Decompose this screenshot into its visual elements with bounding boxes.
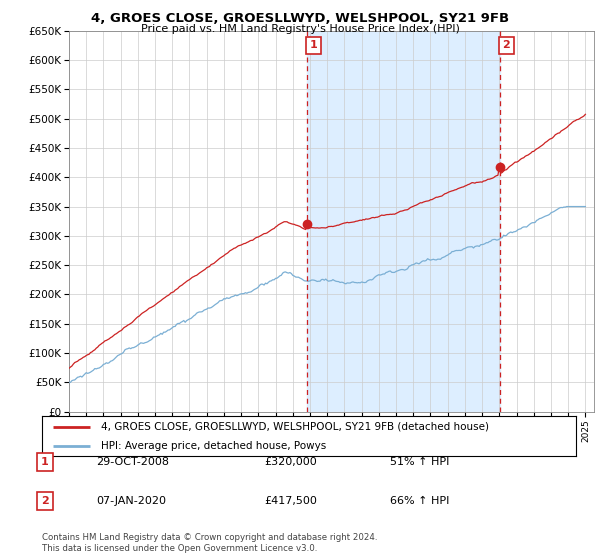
Text: 2: 2 bbox=[503, 40, 511, 50]
Text: 1: 1 bbox=[310, 40, 317, 50]
Text: 07-JAN-2020: 07-JAN-2020 bbox=[96, 496, 166, 506]
Text: 1: 1 bbox=[41, 457, 49, 467]
Bar bbox=[307, 31, 500, 412]
Text: Price paid vs. HM Land Registry's House Price Index (HPI): Price paid vs. HM Land Registry's House … bbox=[140, 24, 460, 34]
Text: £320,000: £320,000 bbox=[264, 457, 317, 467]
Text: 51% ↑ HPI: 51% ↑ HPI bbox=[390, 457, 449, 467]
Text: 2: 2 bbox=[41, 496, 49, 506]
Text: £417,500: £417,500 bbox=[264, 496, 317, 506]
Text: 66% ↑ HPI: 66% ↑ HPI bbox=[390, 496, 449, 506]
Text: 4, GROES CLOSE, GROESLLWYD, WELSHPOOL, SY21 9FB: 4, GROES CLOSE, GROESLLWYD, WELSHPOOL, S… bbox=[91, 12, 509, 25]
Text: 29-OCT-2008: 29-OCT-2008 bbox=[96, 457, 169, 467]
Text: HPI: Average price, detached house, Powys: HPI: Average price, detached house, Powy… bbox=[101, 441, 326, 450]
Text: Contains HM Land Registry data © Crown copyright and database right 2024.
This d: Contains HM Land Registry data © Crown c… bbox=[42, 533, 377, 553]
Text: 4, GROES CLOSE, GROESLLWYD, WELSHPOOL, SY21 9FB (detached house): 4, GROES CLOSE, GROESLLWYD, WELSHPOOL, S… bbox=[101, 422, 489, 432]
